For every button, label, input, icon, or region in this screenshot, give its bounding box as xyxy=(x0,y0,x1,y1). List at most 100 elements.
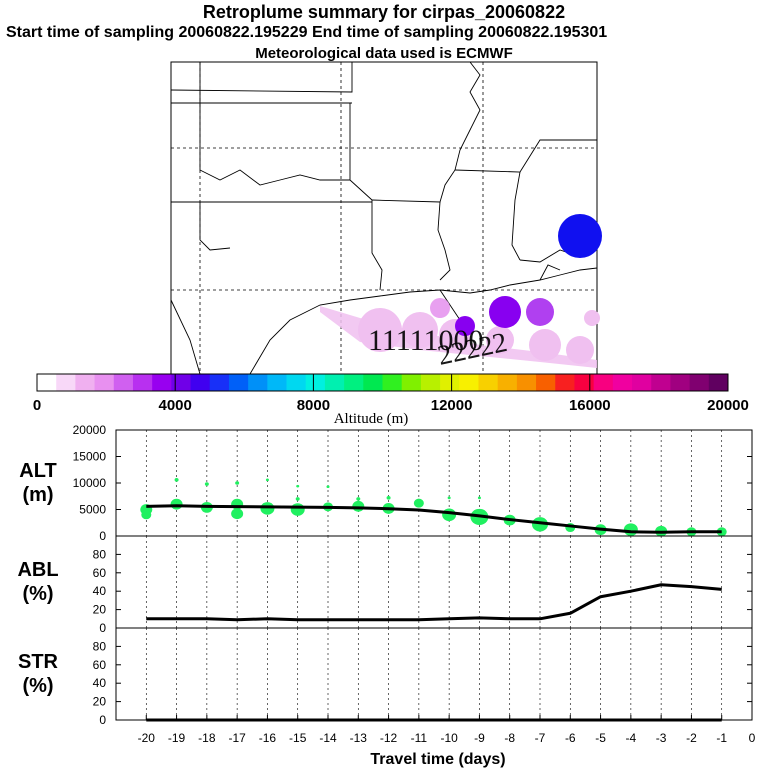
x-tick-label: -17 xyxy=(228,731,246,745)
chart-title: Retroplume summary for cirpas_20060822 xyxy=(202,2,566,22)
colorbar-cell xyxy=(152,374,172,391)
colorbar-cell xyxy=(248,374,268,391)
colorbar-cell xyxy=(344,374,364,391)
colorbar-cell xyxy=(689,374,710,391)
colorbar-cell xyxy=(363,374,383,391)
x-tick-label: -18 xyxy=(198,731,216,745)
x-tick-label: -19 xyxy=(168,731,186,745)
plume-day-labels-1: 11111000 xyxy=(368,324,484,357)
altitude-point xyxy=(295,497,300,501)
x-tick-label: -10 xyxy=(440,731,458,745)
y-tick-label: 0 xyxy=(99,621,106,635)
map-borders xyxy=(170,61,598,375)
colorbar-tick-label: 12000 xyxy=(431,397,473,414)
colorbar-tick-label: 0 xyxy=(33,397,41,414)
altitude-point xyxy=(204,482,209,486)
colorbar-cell xyxy=(708,374,729,391)
y-tick-label: 80 xyxy=(93,639,107,653)
met-data-subtitle: Meteorological data used is ECMWF xyxy=(255,45,513,62)
colorbar-cell xyxy=(305,374,326,391)
y-tick-label: 15000 xyxy=(73,450,107,464)
colorbar-cell xyxy=(536,374,556,391)
y-tick-label: 0 xyxy=(99,529,106,543)
altitude-point xyxy=(532,517,548,532)
altitude-point xyxy=(231,508,244,520)
panel-alt: 20000 15000 10000 5000 0 ALT(m) xyxy=(19,423,753,543)
plume-marker-high xyxy=(489,296,521,328)
plume-marker-release xyxy=(558,214,602,258)
altitude-point xyxy=(290,503,305,516)
plume-marker-high xyxy=(526,298,554,326)
x-tick-label: -9 xyxy=(474,731,485,745)
y-tick-label: 60 xyxy=(93,566,107,580)
panel-label: ALT xyxy=(19,460,56,482)
altitude-point xyxy=(442,508,457,522)
altitude-point xyxy=(235,481,240,485)
altitude-point xyxy=(352,500,365,512)
panel-label-unit: (m) xyxy=(22,484,53,506)
colorbar-cell xyxy=(113,374,134,391)
colorbar-cell xyxy=(286,374,307,391)
altitude-point xyxy=(477,496,481,500)
y-tick-label: 60 xyxy=(93,658,107,672)
x-tick-label: -13 xyxy=(350,731,368,745)
colorbar-cell xyxy=(670,374,691,391)
colorbar-cell xyxy=(382,374,403,391)
colorbar-cell xyxy=(516,374,537,391)
plume-marker-high xyxy=(455,316,475,336)
colorbar-cell xyxy=(632,374,652,391)
y-tick-label: 0 xyxy=(99,713,106,727)
panel-abl: 80 60 40 20 0 ABL(%) xyxy=(17,535,753,635)
panel-label: ABL xyxy=(17,559,58,581)
altitude-point xyxy=(170,498,183,510)
x-tick-label: 0 xyxy=(749,731,756,745)
x-tick-label: -7 xyxy=(535,731,546,745)
colorbar-cell xyxy=(267,374,288,391)
y-tick-label: 80 xyxy=(93,547,107,561)
colorbar-tick-label: 20000 xyxy=(707,397,749,414)
x-tick-label: -20 xyxy=(138,731,156,745)
plume-footprint: 11111000 22222 xyxy=(320,214,602,372)
altitude-point xyxy=(141,510,152,520)
colorbar-cell xyxy=(574,374,595,391)
panel-str: 80 60 40 20 0 STR(%) xyxy=(18,627,753,727)
altitude-point xyxy=(174,478,179,482)
altitude-point xyxy=(326,485,330,489)
series-line xyxy=(146,583,722,622)
x-tick-label: -5 xyxy=(595,731,606,745)
colorbar-cell xyxy=(459,374,479,391)
colorbar-cell xyxy=(401,374,422,391)
colorbar-cell xyxy=(440,374,460,391)
colorbar-cell xyxy=(478,374,499,391)
colorbar-cell xyxy=(324,374,345,391)
x-tick-label: -2 xyxy=(686,731,697,745)
altitude-point xyxy=(260,502,275,515)
colorbar-cell xyxy=(555,374,575,391)
y-tick-label: 40 xyxy=(93,584,107,598)
altitude-point xyxy=(447,496,451,500)
altitude-point xyxy=(296,484,300,488)
x-tick-label: -16 xyxy=(259,731,277,745)
y-tick-label: 20 xyxy=(93,695,107,709)
colorbar-cell xyxy=(190,374,211,391)
altitude-point xyxy=(623,523,638,536)
colorbar-cell xyxy=(171,374,192,391)
y-tick-label: 20000 xyxy=(73,423,107,437)
x-tick-label: -14 xyxy=(319,731,337,745)
colorbar-tick-label: 4000 xyxy=(159,397,192,414)
colorbar-cell xyxy=(228,374,249,391)
x-tick-label: -11 xyxy=(411,731,428,745)
colorbar-cell xyxy=(593,374,614,391)
y-tick-label: 40 xyxy=(93,676,107,690)
series-line xyxy=(146,504,722,534)
x-tick-label: -6 xyxy=(565,731,576,745)
colorbar-tick-label: 8000 xyxy=(297,397,330,414)
colorbar-cell xyxy=(56,374,76,391)
panel-label-unit: (%) xyxy=(22,583,53,605)
colorbar-cell xyxy=(651,374,671,391)
sampling-time-subtitle: Start time of sampling 20060822.195229 E… xyxy=(6,24,608,41)
colorbar-cell xyxy=(94,374,115,391)
altitude-point xyxy=(386,496,391,500)
altitude-colorbar: 0 4000 8000 12000 16000 20000 Altitude (m) xyxy=(33,373,749,427)
